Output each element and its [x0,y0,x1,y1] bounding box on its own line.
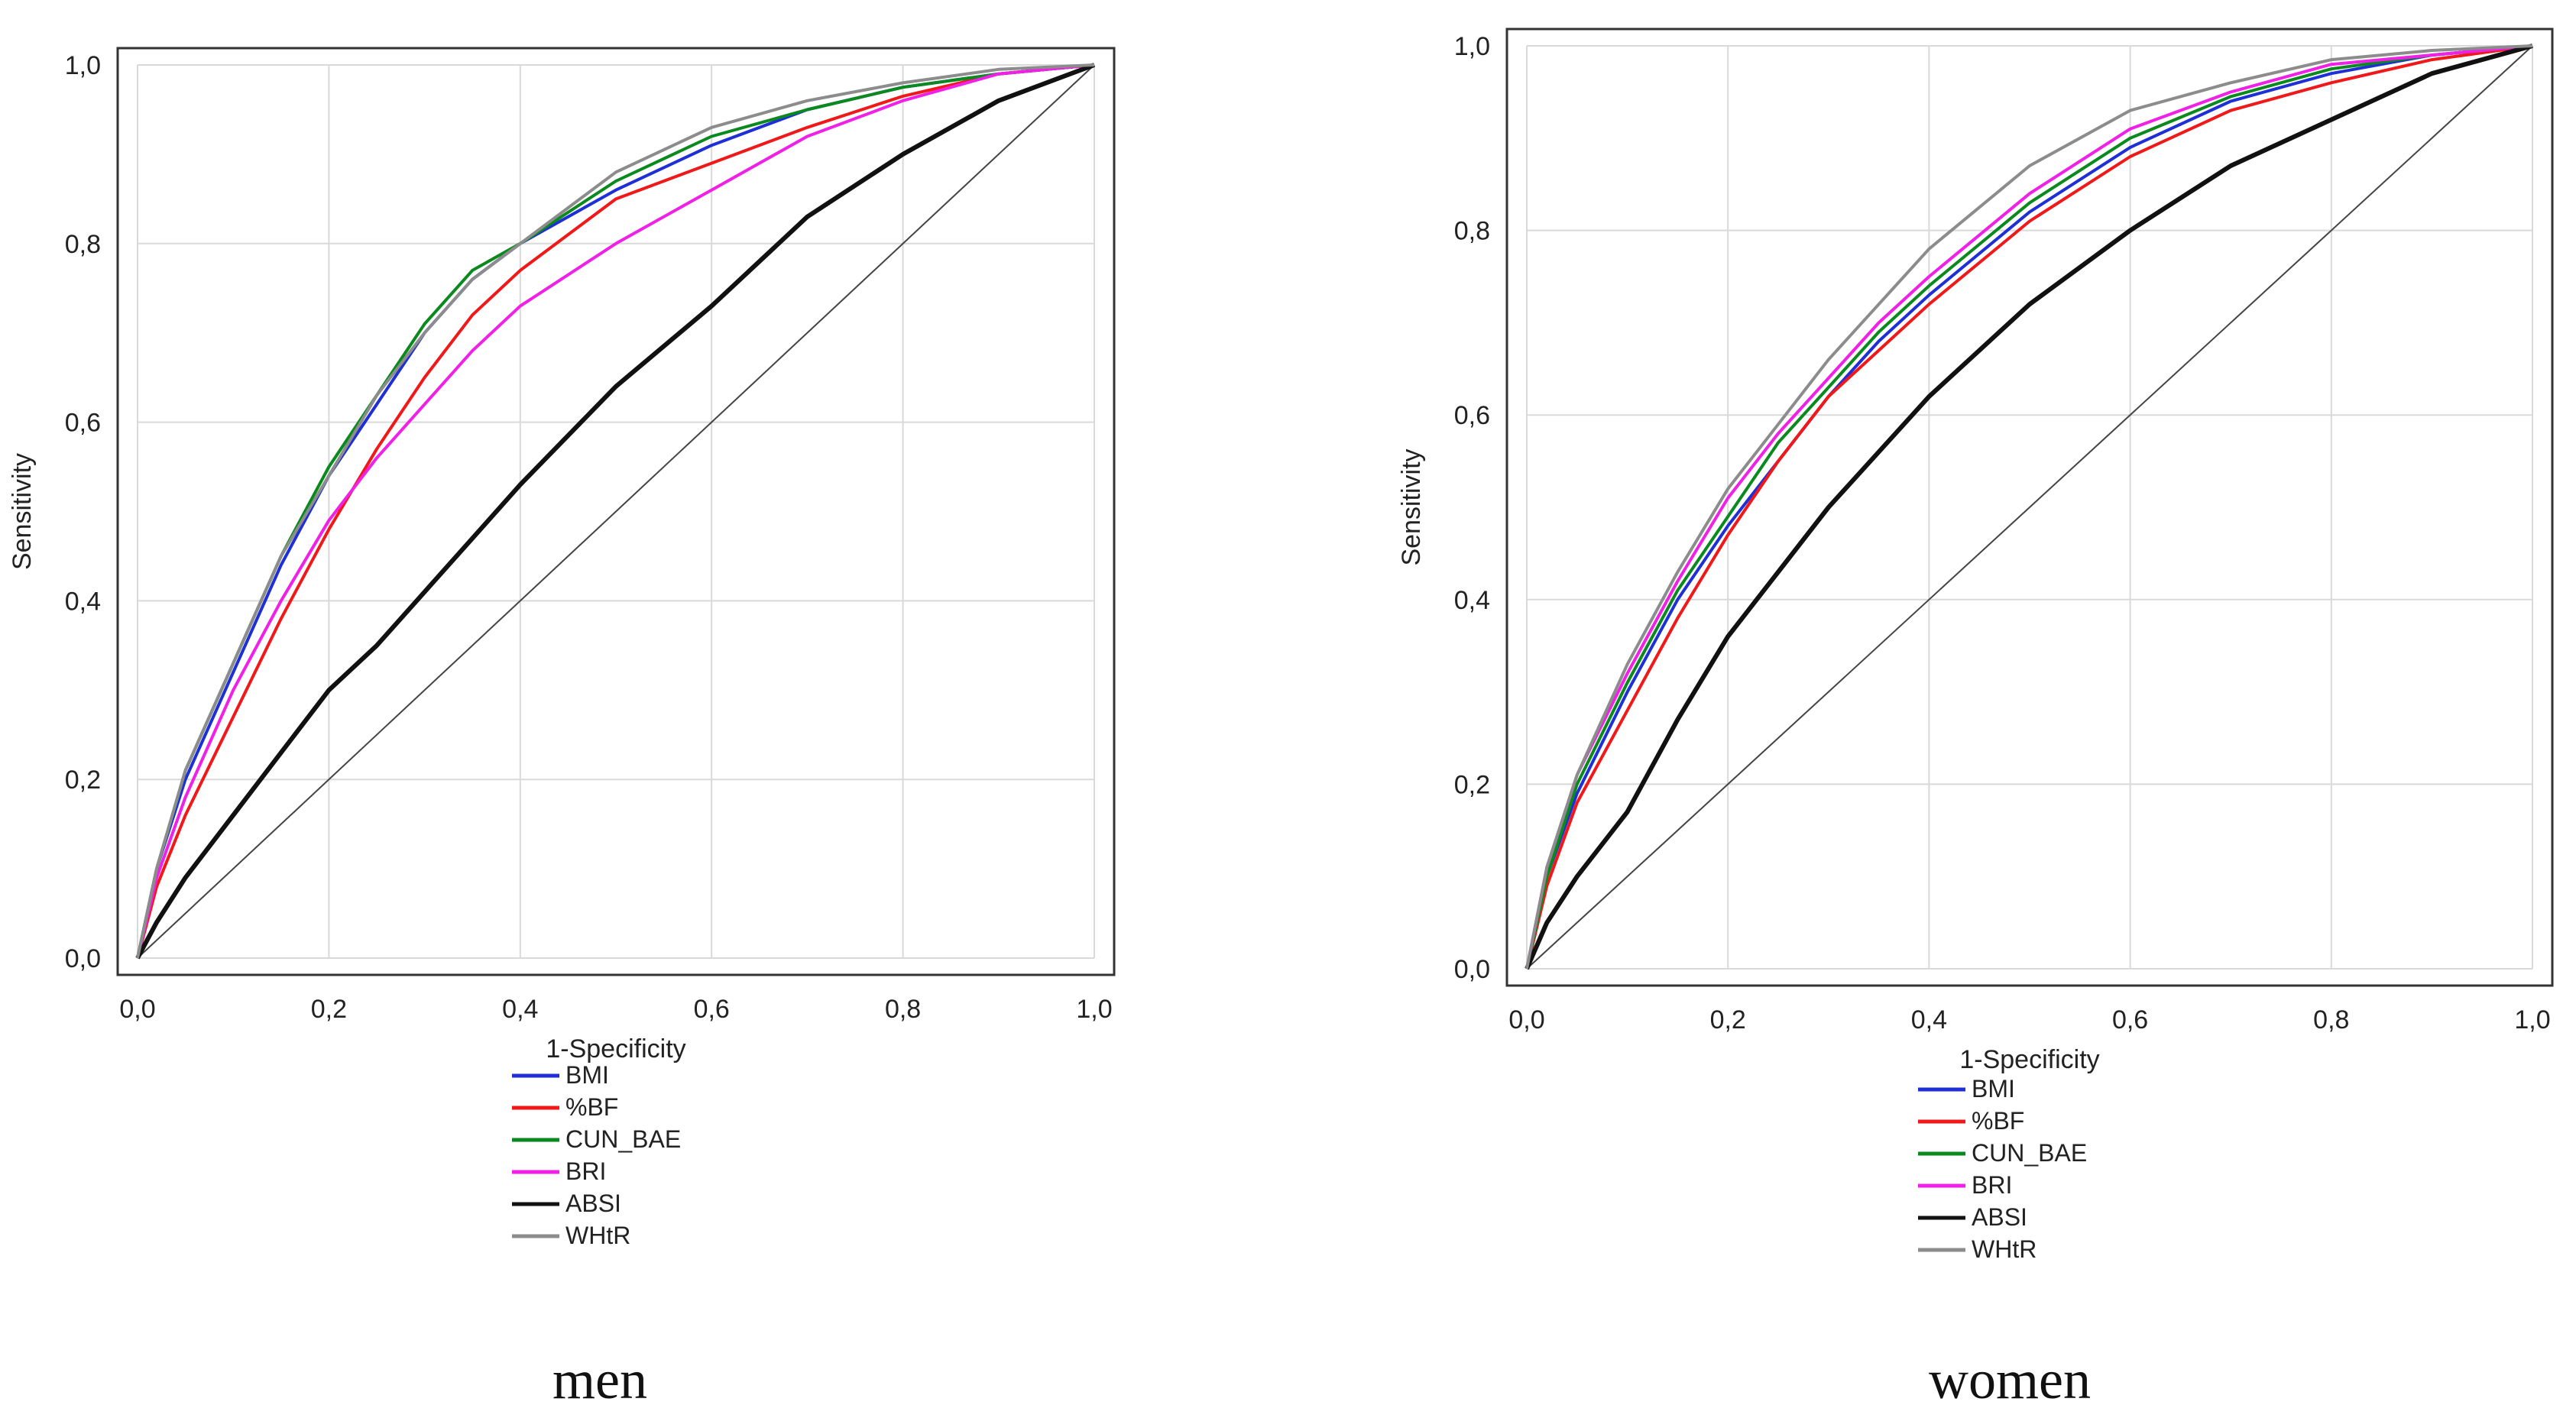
reference-diagonal [137,64,1095,959]
y-tick-label: 1,0 [65,51,101,80]
chart-caption: men [552,1349,647,1410]
y-axis-title: Sensitivity [8,453,37,570]
y-tick-label: 0,4 [1454,586,1490,615]
legend-label-pct-bf: %BF [1972,1107,2024,1135]
series-line-cun-bae [1525,44,2533,970]
roc-series-group [1525,44,2533,970]
legend-label-bmi: BMI [1972,1075,2015,1102]
y-tick-label: 0,0 [1454,955,1490,984]
y-tick-label: 0,6 [1454,401,1490,430]
chart-caption: women [1929,1349,2091,1410]
y-tick-labels: 0,0 0,2 0,4 0,6 0,8 1,0 [1454,32,1490,984]
y-tick-label: 0,4 [65,587,101,616]
series-line-whtr [1525,44,2533,970]
series-line-pct-bf [1525,44,2533,970]
legend-label-bri: BRI [565,1157,606,1185]
series-line-pct-bf [136,63,1095,959]
series-line-absi [1525,44,2533,970]
legend-label-absi: ABSI [1972,1203,2027,1231]
y-tick-label: 0,8 [1454,217,1490,246]
legend-label-bmi: BMI [565,1061,609,1089]
legend-label-pct-bf: %BF [565,1093,618,1121]
y-axis-title: Sensitivity [1397,448,1426,565]
y-tick-labels: 0,0 0,2 0,4 0,6 0,8 1,0 [65,51,101,973]
x-tick-label: 0,2 [1710,1005,1746,1034]
grid-lines [137,64,1095,959]
series-line-absi [135,63,1096,960]
x-tick-label: 0,4 [1911,1005,1947,1034]
y-tick-label: 0,2 [1454,770,1490,799]
x-tick-label: 0,4 [502,995,538,1024]
plot-frame [116,47,1116,976]
x-axis-title: 1-Specificity [546,1034,685,1064]
roc-chart-men: 0,0 0,2 0,4 0,6 0,8 1,0 0,0 0,2 0,4 0,6 0,8 1,0 1-… [8,47,1116,1410]
legend-label-cun-bae: CUN_BAE [1972,1139,2087,1167]
roc-series-group [135,63,1096,960]
y-tick-label: 1,0 [1454,32,1490,61]
series-line-whtr [136,63,1095,959]
legend-label-bri: BRI [1972,1171,2012,1199]
legend-label-whtr: WHtR [1972,1235,2036,1263]
series-line-bri [1525,44,2533,970]
x-tick-labels: 0,0 0,2 0,4 0,6 0,8 1,0 [119,995,1112,1024]
plot-frame [1505,28,2554,987]
y-tick-label: 0,8 [65,230,101,259]
y-tick-label: 0,6 [65,409,101,438]
legend: BMI %BF CUN_BAE BRI ABSI WHtR [1918,1075,2087,1263]
grid-lines [1526,45,2533,970]
x-axis-title: 1-Specificity [1959,1045,2099,1074]
x-tick-label: 0,6 [2112,1005,2148,1034]
x-tick-labels: 0,0 0,2 0,4 0,6 0,8 1,0 [1508,1005,2550,1034]
legend-label-absi: ABSI [565,1190,621,1217]
reference-diagonal [1526,45,2533,970]
x-tick-label: 0,2 [311,995,347,1024]
legend-label-cun-bae: CUN_BAE [565,1125,681,1153]
y-tick-label: 0,2 [65,766,101,795]
legend: BMI %BF CUN_BAE BRI ABSI WHtR [512,1061,681,1249]
x-tick-label: 0,0 [119,995,155,1024]
series-line-bmi [1525,44,2533,970]
x-tick-label: 1,0 [2514,1005,2550,1034]
x-tick-label: 0,8 [885,995,921,1024]
y-tick-label: 0,0 [65,944,101,973]
legend-label-whtr: WHtR [565,1222,630,1249]
roc-chart-women: 0,0 0,2 0,4 0,6 0,8 1,0 0,0 0,2 0,4 0,6 0,8 1,0 1-… [1397,28,2554,1410]
x-tick-label: 1,0 [1076,995,1112,1024]
x-tick-label: 0,0 [1508,1005,1544,1034]
x-tick-label: 0,6 [694,995,730,1024]
x-tick-label: 0,8 [2313,1005,2349,1034]
series-line-bri [136,63,1095,959]
